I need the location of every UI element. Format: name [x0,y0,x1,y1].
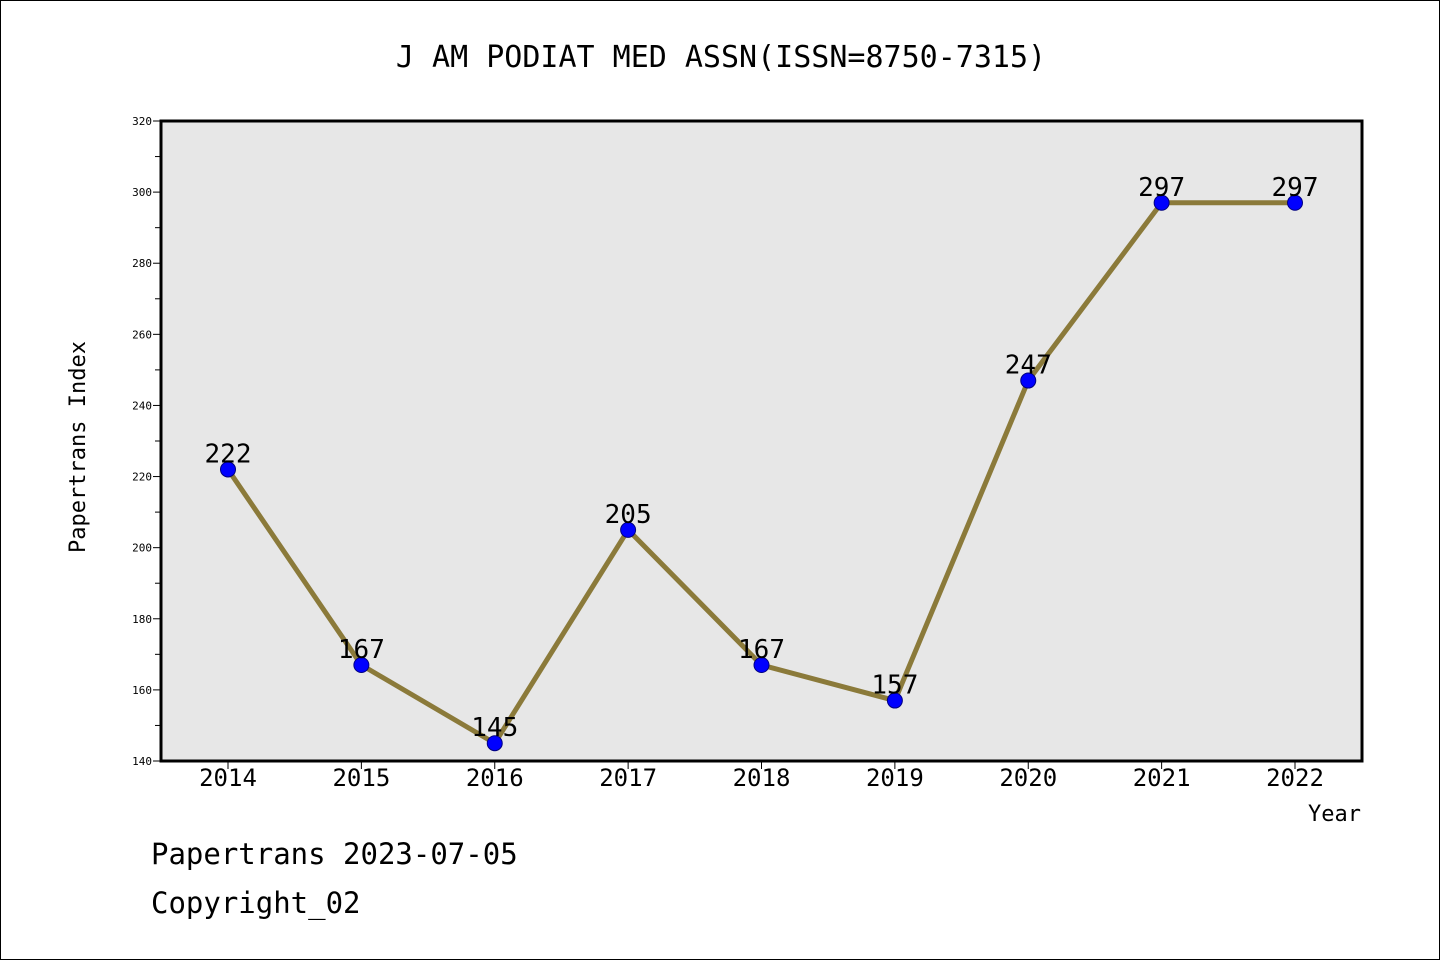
x-tick-label: 2016 [466,764,524,792]
series [220,194,1303,752]
data-point [1020,372,1037,389]
x-tick-label: 2022 [1266,764,1324,792]
footer-copyright: Copyright_02 [151,886,361,920]
data-label: 205 [605,500,652,530]
x-axis: 2014 2015 2016 2017 2018 2019 2020 2021 2022 [199,761,1324,792]
y-tick-label: 260 [132,328,152,341]
x-tick-label: 2015 [332,764,390,792]
y-tick-label: 200 [132,542,152,555]
x-tick-label: 2017 [599,764,657,792]
y-tick-label: 220 [132,471,152,484]
data-point [486,735,503,752]
x-axis-label: Year [1308,802,1361,827]
y-axis-label: Papertrans Index [66,341,91,553]
data-point [220,461,236,478]
y-tick-label: 240 [132,399,152,412]
y-tick-label: 160 [132,684,152,697]
y-axis: 140 160 180 200 220 240 260 280 300 320 [132,115,161,768]
y-tick-label: 320 [132,115,152,128]
data-label: 145 [471,713,518,743]
data-point [620,521,637,538]
x-tick-label: 2018 [733,764,791,792]
data-label: 247 [1005,351,1052,381]
y-tick-label: 280 [132,257,152,270]
chart-title: J AM PODIAT MED ASSN(ISSN=8750-7315) [396,40,1046,75]
footer-date-line: Papertrans 2023-07-05 [151,837,518,871]
x-tick-label: 2021 [1133,764,1191,792]
data-point [1153,194,1170,211]
x-tick-label: 2014 [199,764,257,792]
data-point [1287,194,1303,211]
data-label: 297 [1272,173,1319,203]
data-label: 157 [871,671,918,701]
x-tick-label: 2019 [866,764,924,792]
data-point [753,657,770,673]
data-label: 222 [205,439,252,469]
data-label: 167 [738,635,785,665]
plot-area [159,119,1364,763]
data-point [886,692,903,709]
data-labels: 222 167 145 205 167 157 247 297 297 [205,173,1319,743]
data-point [353,657,370,673]
x-tick-label: 2020 [999,764,1057,792]
data-label: 167 [338,635,385,665]
y-tick-label: 180 [132,613,152,626]
data-label: 297 [1138,173,1185,203]
y-tick-label: 300 [132,186,152,199]
y-tick-label: 140 [132,755,152,768]
